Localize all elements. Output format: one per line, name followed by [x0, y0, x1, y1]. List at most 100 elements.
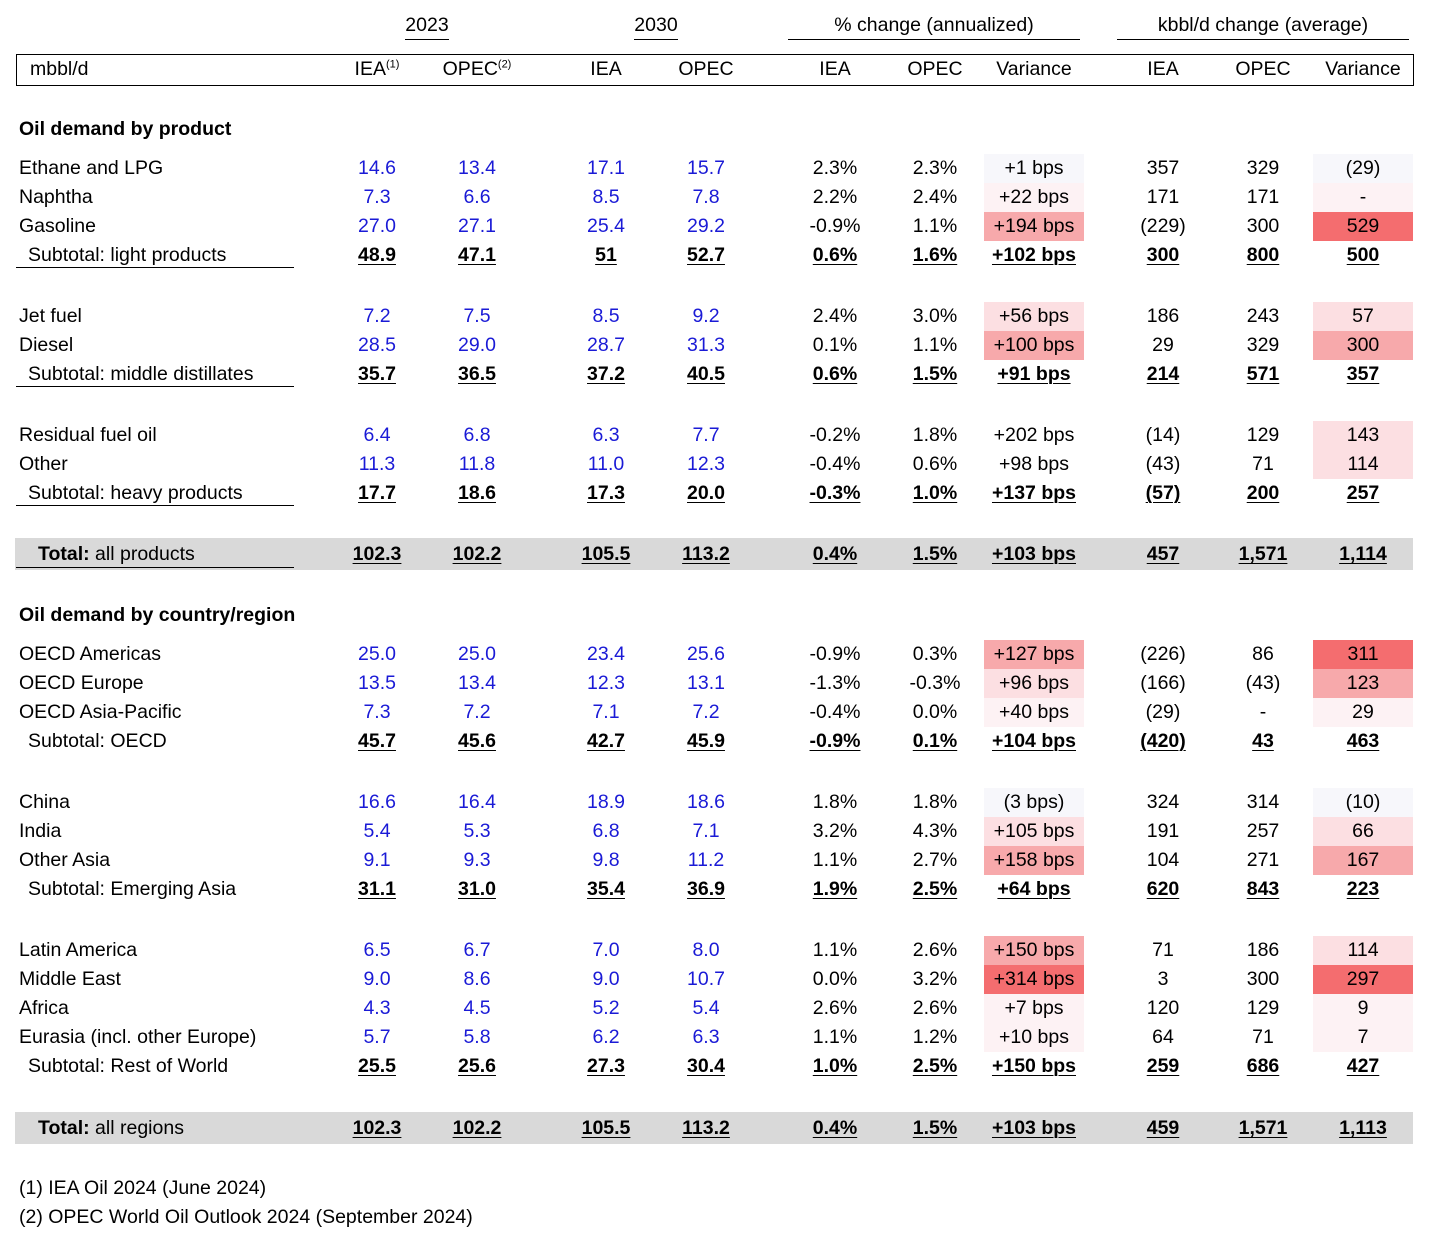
cell-value: 329 [1246, 334, 1280, 356]
footnote-1: (1) IEA Oil 2024 (June 2024) [19, 1177, 267, 1199]
cell-value: 28.7 [587, 334, 625, 356]
cell-value: 571 [1246, 363, 1280, 385]
cell-value: 51 [595, 244, 617, 266]
cell-iea-pct: -0.3% [785, 479, 885, 508]
cell-variance-pct: (3 bps) [984, 788, 1084, 817]
cell-opec-kbbl: (43) [1213, 669, 1313, 698]
cell-value: 42.7 [587, 730, 625, 752]
cell-iea-pct: 1.0% [785, 1052, 885, 1081]
cell-value: 259 [1146, 1055, 1180, 1077]
cell-opec-pct: 0.3% [885, 640, 985, 669]
cell-value: 102.2 [452, 1117, 502, 1139]
cell-value: (14) [1145, 424, 1181, 446]
cell-value: 1.5% [912, 363, 958, 385]
table-row: Middle East 9.0 8.6 9.0 10.7 0.0% 3.2% +314 bps… [0, 965, 1429, 994]
cell-variance-pct: +100 bps [984, 331, 1084, 360]
cell-value: 1.1% [812, 939, 858, 961]
cell-value: 71 [1152, 939, 1174, 961]
cell-value: 105.5 [581, 543, 631, 565]
cell-opec-pct: 1.8% [885, 421, 985, 450]
cell-value: 1.0% [912, 482, 958, 504]
col-header-iea-2030: IEA [590, 58, 622, 80]
total-label: Total: all products [38, 540, 195, 569]
cell-opec-2030: 6.3 [656, 1023, 756, 1052]
cell-iea-kbbl: 171 [1113, 183, 1213, 212]
cell-opec-pct: 2.5% [885, 1052, 985, 1081]
cell-value: 6.5 [363, 939, 391, 961]
col-header-opec-kbbl: OPEC [1235, 58, 1291, 80]
cell-value: 0.6% [812, 244, 858, 266]
cell-variance-kbbl: - [1313, 183, 1413, 212]
cell-value: (29) [1345, 157, 1381, 179]
cell-value: 27.3 [587, 1055, 625, 1077]
cell-value: -0.9% [809, 215, 861, 237]
row-label: OECD Europe [19, 672, 144, 694]
cell-value: 4.5 [463, 997, 491, 1019]
cell-opec-2023: 102.2 [427, 1114, 527, 1143]
variance-kbbl-heat [1313, 183, 1413, 212]
cell-variance-pct: +127 bps [984, 640, 1084, 669]
cell-value: 27.1 [458, 215, 496, 237]
cell-iea-pct: 2.2% [785, 183, 885, 212]
cell-opec-2030: 7.2 [656, 698, 756, 727]
cell-iea-kbbl: 3 [1113, 965, 1213, 994]
cell-value: 357 [1346, 363, 1380, 385]
cell-value: 8.6 [463, 968, 491, 990]
cell-iea-kbbl: 214 [1113, 360, 1213, 389]
row-label: Eurasia (incl. other Europe) [19, 1026, 257, 1048]
unit-label: mbbl/d [30, 58, 89, 80]
cell-value: 1.8% [812, 791, 858, 813]
cell-opec-pct: 0.0% [885, 698, 985, 727]
cell-iea-pct: -0.2% [785, 421, 885, 450]
cell-opec-2030: 18.6 [656, 788, 756, 817]
cell-variance-pct: +10 bps [984, 1023, 1084, 1052]
cell-opec-2030: 5.4 [656, 994, 756, 1023]
cell-iea-2023: 6.5 [327, 936, 427, 965]
row-label: Diesel [19, 334, 74, 356]
cell-value: 102.3 [352, 543, 402, 565]
cell-value: 3.0% [912, 305, 958, 327]
cell-variance-kbbl: 257 [1313, 479, 1413, 508]
variance-bps-heat [984, 788, 1084, 817]
row-label: Residual fuel oil [19, 424, 157, 446]
cell-value: 463 [1346, 730, 1380, 752]
cell-value: 7.1 [692, 820, 720, 842]
subtotal-label: Subtotal: OECD [28, 730, 167, 752]
cell-variance-pct: +314 bps [984, 965, 1084, 994]
cell-opec-2023: 102.2 [427, 540, 527, 569]
cell-value: 18.6 [687, 791, 725, 813]
cell-value: 1.2% [912, 1026, 958, 1048]
cell-opec-kbbl: 571 [1213, 360, 1313, 389]
cell-value: 66 [1352, 820, 1374, 842]
cell-value: -0.3% [909, 672, 961, 694]
cell-value: 14.6 [358, 157, 396, 179]
cell-value: 4.3 [363, 997, 391, 1019]
cell-iea-2030: 105.5 [556, 540, 656, 569]
cell-opec-2030: 9.2 [656, 302, 756, 331]
cell-iea-kbbl: (29) [1113, 698, 1213, 727]
col-header-iea-pct: IEA [819, 58, 851, 80]
cell-variance-pct: +64 bps [984, 875, 1084, 904]
cell-value: 1.8% [912, 791, 958, 813]
cell-value: 71 [1252, 453, 1274, 475]
cell-iea-2030: 42.7 [556, 727, 656, 756]
cell-iea-2030: 8.5 [556, 183, 656, 212]
cell-iea-pct: 2.3% [785, 154, 885, 183]
row-label: Africa [19, 997, 69, 1019]
cell-opec-2030: 36.9 [656, 875, 756, 904]
table-row: Jet fuel 7.2 7.5 8.5 9.2 2.4% 3.0% +56 bps 186 24… [0, 302, 1429, 331]
cell-value: 7.7 [692, 424, 720, 446]
cell-value: 8.5 [592, 186, 620, 208]
subtotal-label: Subtotal: middle distillates [28, 363, 254, 385]
cell-value: 13.4 [458, 672, 496, 694]
cell-value: 171 [1246, 186, 1280, 208]
cell-value: 15.7 [687, 157, 725, 179]
cell-value: +150 bps [993, 939, 1075, 961]
cell-value: 25.0 [458, 643, 496, 665]
cell-value: +91 bps [997, 363, 1071, 385]
cell-value: 500 [1346, 244, 1380, 266]
cell-value: 37.2 [587, 363, 625, 385]
cell-value: 48.9 [358, 244, 396, 266]
cell-value: +100 bps [993, 334, 1075, 356]
cell-opec-pct: -0.3% [885, 669, 985, 698]
